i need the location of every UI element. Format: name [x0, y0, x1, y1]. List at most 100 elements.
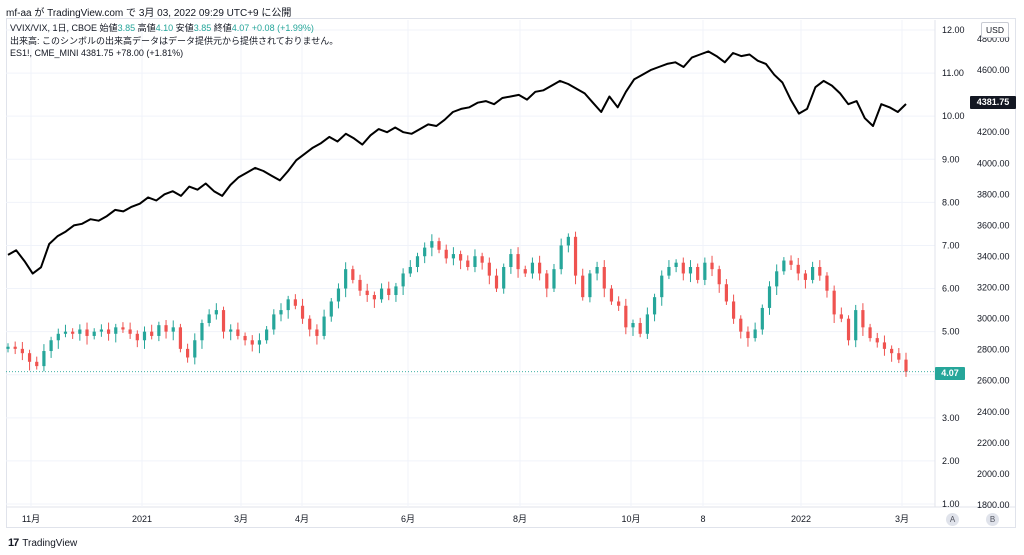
vvix-tick-label: 7.00 — [942, 240, 960, 250]
candle — [825, 272, 829, 298]
vvix-tick-label: 12.00 — [942, 25, 965, 35]
candle-body — [336, 288, 341, 302]
candle-body — [480, 256, 484, 263]
candle — [609, 285, 614, 305]
candle — [724, 279, 728, 305]
es-tick-label: 2200.00 — [977, 438, 1010, 448]
es-tick-label: 3600.00 — [977, 220, 1010, 230]
candle-body — [186, 348, 190, 358]
candle-body — [775, 271, 779, 287]
candle-body — [832, 290, 836, 315]
candle — [293, 294, 297, 310]
candle-body — [530, 262, 535, 274]
candle-body — [423, 247, 427, 257]
vvix-price-axis[interactable]: 12.0011.0010.009.008.007.006.005.004.003… — [942, 25, 965, 509]
candle — [13, 341, 17, 355]
candle-body — [782, 260, 786, 272]
vvix-tick-label: 2.00 — [942, 456, 960, 466]
candle — [667, 260, 671, 280]
candle — [193, 333, 197, 365]
candle-body — [322, 316, 326, 336]
candle — [415, 252, 420, 273]
candle — [681, 257, 685, 281]
candle — [35, 356, 39, 370]
candle — [545, 270, 549, 298]
candle — [444, 244, 448, 264]
candle-body — [430, 241, 434, 248]
candle-body — [315, 329, 319, 336]
time-axis[interactable]: 11月 2021 3月 4月 6月 8月 10月 8 2022 3月 — [22, 514, 909, 524]
candle-body — [437, 241, 441, 250]
candle — [602, 260, 606, 298]
candle-body — [415, 256, 420, 267]
es-tick-label: 2600.00 — [977, 376, 1010, 386]
grid-lines — [6, 20, 1016, 508]
volume-notice: 出来高: このシンボルの出来高データはデータ提供元から提供されておりません。 — [10, 35, 339, 46]
candle — [753, 322, 757, 342]
candle — [257, 333, 262, 354]
es-tick-label: 4200.00 — [977, 127, 1010, 137]
candle-body — [193, 340, 197, 358]
candle — [502, 263, 506, 294]
vvix-symbol[interactable]: VVIX/VIX, 1日, CBOE — [10, 23, 98, 33]
candle-body — [746, 331, 750, 339]
candle-body — [13, 346, 17, 349]
candle-body — [854, 310, 858, 341]
candle-body — [63, 331, 68, 334]
candle-body — [731, 301, 736, 319]
es-symbol[interactable]: ES1!, CME_MINI — [10, 48, 79, 58]
candle — [379, 283, 384, 303]
candle-body — [78, 329, 82, 334]
candle-body — [408, 267, 412, 274]
candle-body — [42, 351, 46, 367]
candle-body — [760, 307, 764, 330]
es-tick-label: 2400.00 — [977, 407, 1010, 417]
candle — [336, 283, 341, 309]
candle-body — [358, 279, 362, 291]
candle-body — [638, 323, 642, 334]
candle-body — [566, 236, 570, 246]
candle-body — [444, 249, 448, 259]
candle — [114, 323, 118, 343]
candle — [803, 270, 808, 289]
footer-brand[interactable]: TradingView — [22, 537, 78, 549]
candle — [243, 332, 247, 346]
candle — [882, 335, 887, 356]
candle-body — [846, 318, 851, 341]
candle — [760, 304, 764, 335]
candle — [861, 303, 865, 336]
es-price-line — [7, 50, 907, 275]
candle-body — [724, 284, 728, 302]
candle — [523, 265, 527, 277]
auto-scale-button[interactable]: A — [946, 513, 959, 526]
candle — [365, 283, 369, 302]
candle-body — [85, 329, 89, 336]
candle-body — [387, 288, 391, 296]
candle — [674, 259, 678, 273]
currency-button[interactable]: USD — [981, 22, 1009, 38]
candle-body — [494, 275, 499, 289]
candle-body — [624, 305, 628, 328]
candle — [451, 247, 456, 266]
candle — [207, 309, 211, 327]
candle — [839, 307, 843, 323]
es-tick-label: 2000.00 — [977, 469, 1010, 479]
high-value: 4.10 — [155, 23, 174, 33]
candle-body — [401, 273, 405, 287]
candle — [272, 309, 276, 335]
candle — [157, 321, 161, 342]
candle-body — [660, 275, 664, 298]
candle-body — [767, 286, 772, 308]
candle-body — [164, 325, 168, 332]
candle-body — [329, 301, 333, 317]
candle — [250, 335, 254, 352]
candle — [660, 270, 664, 306]
tradingview-logo-icon[interactable]: 17 — [8, 537, 19, 549]
candle-body — [595, 267, 599, 274]
candle — [509, 248, 513, 274]
scale-b-button[interactable]: B — [986, 513, 999, 526]
candle-body — [207, 314, 211, 324]
candle — [351, 265, 355, 284]
candle-body — [545, 273, 549, 289]
